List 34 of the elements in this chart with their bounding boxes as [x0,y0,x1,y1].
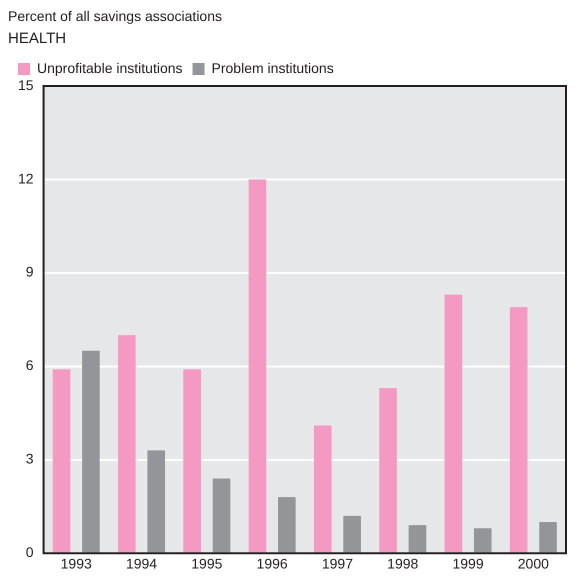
y-tick-label: 15 [18,76,34,93]
y-tick-label: 3 [26,450,34,467]
bar [118,335,136,552]
y-tick-label: 6 [26,357,34,374]
bar [248,179,266,552]
bar [183,369,201,552]
bar [343,516,361,552]
y-tick-label: 12 [18,170,34,186]
bar [408,525,426,552]
x-tick-label: 1995 [191,555,223,572]
bar [539,522,557,552]
legend-label: Unprofitable institutions [37,60,183,76]
chart-title: HEALTH [8,30,66,48]
bar [52,369,70,552]
bar [379,388,397,552]
bar [444,294,462,552]
x-tick-label: 2000 [518,555,550,572]
bar [278,497,296,552]
bar [147,450,166,552]
y-tick-label: 9 [26,264,34,280]
x-tick-label: 1996 [256,555,288,572]
bar [474,528,492,552]
x-tick-label: 1993 [60,555,92,572]
y-axis-title: Percent of all savings associations [8,8,223,24]
x-tick-label: 1994 [126,555,158,572]
x-tick-label: 1999 [452,555,484,572]
bar [314,426,332,552]
bar [82,350,100,552]
x-tick-label: 1998 [387,555,419,572]
y-tick-label: 0 [26,544,34,560]
bar [212,478,230,552]
bar [510,307,528,552]
x-tick-label: 1997 [322,555,354,572]
legend-label: Problem institutions [212,60,334,76]
